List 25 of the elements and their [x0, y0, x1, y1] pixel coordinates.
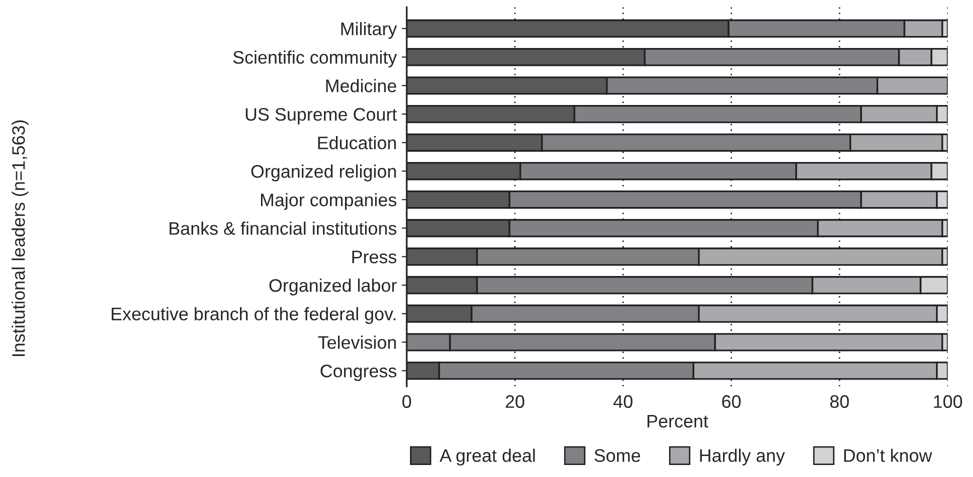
y-tick-label: Press [352, 250, 396, 264]
y-tick-label: Organized labor [269, 278, 397, 296]
x-axis-title: Percent [648, 414, 708, 428]
y-tick-label: Congress [320, 364, 396, 381]
y-tick-label: Education [318, 136, 396, 150]
legend-label: Some [594, 449, 640, 462]
y-tick-label: Television [318, 336, 396, 349]
y-tick-label: Medicine [326, 79, 396, 92]
x-tick-label: 20 [506, 395, 524, 408]
y-axis-title: Institutional leaders (n=1,563) [12, 120, 28, 356]
x-tick-label: 60 [722, 395, 741, 408]
x-tick-label: 40 [613, 395, 632, 408]
legend-label: Hardly any [700, 448, 785, 466]
y-tick-label: Executive branch of the federal gov. [112, 307, 396, 324]
x-tick-label: 80 [830, 395, 849, 408]
legend-label: Don’t know [844, 448, 932, 462]
y-tick-label: Military [341, 22, 397, 39]
y-tick-label: Organized religion [251, 164, 396, 182]
y-tick-label: Major companies [261, 193, 396, 210]
x-tick-label: 0 [402, 395, 412, 408]
y-tick-label: US Supreme Court [246, 108, 397, 124]
y-tick-label: Banks & financial institutions [170, 222, 396, 235]
y-tick-label: Scientific community [233, 50, 397, 68]
x-tick-label: 100 [934, 395, 962, 408]
legend-label: A great deal [440, 448, 535, 466]
